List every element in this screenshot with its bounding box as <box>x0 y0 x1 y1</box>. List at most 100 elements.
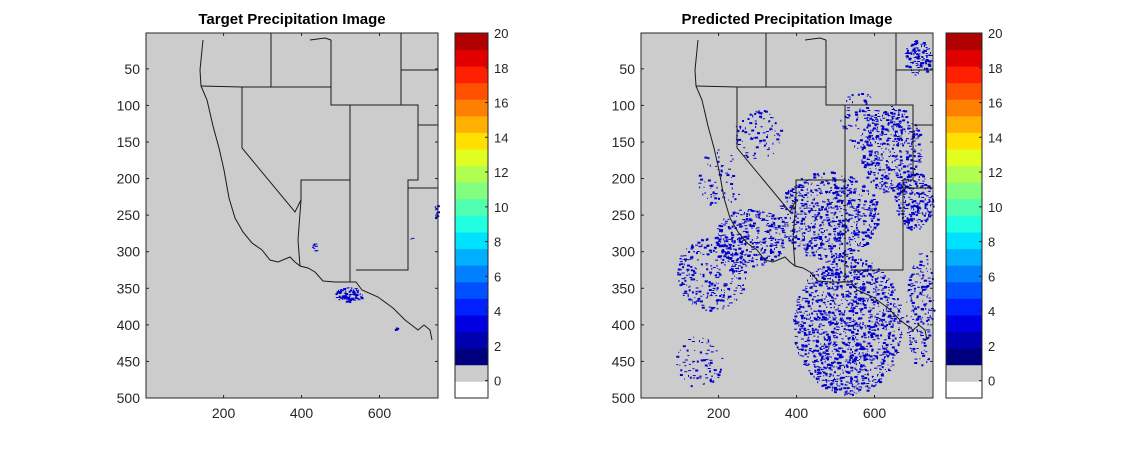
precip-pixel <box>866 383 870 384</box>
precip-pixel <box>881 148 883 150</box>
precip-pixel <box>701 238 703 241</box>
precip-pixel <box>738 239 741 242</box>
precip-pixel <box>732 264 734 266</box>
precip-pixel <box>932 309 936 312</box>
x-tick-label: 400 <box>785 405 809 421</box>
precip-pixel <box>893 317 897 320</box>
precip-pixel <box>871 275 874 278</box>
precip-pixel <box>925 220 928 223</box>
precip-pixel <box>923 286 926 287</box>
precip-pixel <box>795 192 798 194</box>
precip-pixel <box>755 110 757 113</box>
precip-pixel <box>824 282 828 285</box>
precip-pixel <box>816 277 818 279</box>
precip-pixel <box>888 161 889 163</box>
precip-pixel <box>745 154 748 157</box>
precip-pixel <box>866 95 868 97</box>
precip-pixel <box>697 241 701 244</box>
precip-pixel <box>728 199 730 201</box>
precip-pixel <box>916 295 919 298</box>
precip-pixel <box>842 127 845 129</box>
precip-pixel <box>683 277 685 280</box>
precip-pixel <box>817 329 820 331</box>
precip-pixel <box>335 292 338 295</box>
precip-pixel <box>855 276 857 278</box>
precip-pixel <box>756 236 758 238</box>
precip-pixel <box>853 232 857 235</box>
precip-pixel <box>800 315 803 317</box>
precip-pixel <box>716 308 719 310</box>
precip-pixel <box>705 359 709 361</box>
precip-pixel <box>828 321 831 324</box>
precip-pixel <box>912 150 915 153</box>
precip-pixel <box>871 220 874 222</box>
precip-pixel <box>851 376 853 379</box>
precip-pixel <box>806 245 810 247</box>
precip-pixel <box>836 238 838 241</box>
precip-pixel <box>724 251 726 254</box>
precip-pixel <box>796 213 800 215</box>
precip-pixel <box>815 344 817 346</box>
precip-pixel <box>868 192 869 195</box>
precip-pixel <box>818 305 821 308</box>
precip-pixel <box>853 291 857 293</box>
precip-pixel <box>751 258 754 260</box>
precip-pixel <box>735 253 738 256</box>
precip-pixel <box>888 337 890 340</box>
precip-pixel <box>927 262 929 265</box>
precip-pixel <box>889 122 892 124</box>
precip-pixel <box>700 352 702 354</box>
precip-pixel <box>732 175 736 177</box>
precip-pixel <box>892 323 894 326</box>
precip-pixel <box>820 282 824 284</box>
precip-pixel <box>911 191 914 194</box>
precip-pixel <box>810 189 813 191</box>
precip-pixel <box>800 222 804 225</box>
precip-pixel <box>873 115 875 117</box>
precip-pixel <box>814 202 816 205</box>
precip-pixel <box>800 228 803 230</box>
precip-pixel <box>688 273 690 276</box>
precip-pixel <box>893 134 897 137</box>
precip-pixel <box>904 178 907 180</box>
precip-pixel <box>774 134 776 136</box>
precip-pixel <box>360 296 363 298</box>
precip-pixel <box>796 184 798 186</box>
precip-pixel <box>842 295 844 298</box>
precip-pixel <box>866 236 869 238</box>
precip-pixel <box>829 295 833 297</box>
precip-pixel <box>832 297 834 300</box>
precip-pixel <box>798 195 802 197</box>
precip-pixel <box>919 63 922 66</box>
precip-pixel <box>851 330 854 333</box>
precip-pixel <box>830 171 834 174</box>
precip-pixel <box>868 265 872 267</box>
precip-pixel <box>735 262 737 264</box>
precip-pixel <box>800 240 802 242</box>
precip-pixel <box>913 180 916 182</box>
precip-pixel <box>915 145 917 147</box>
precip-pixel <box>807 337 809 339</box>
precip-pixel <box>911 190 913 192</box>
precip-pixel <box>871 302 875 304</box>
colorbar-segment <box>455 198 488 216</box>
precip-pixel <box>806 356 809 358</box>
precip-pixel <box>929 329 931 331</box>
precip-pixel <box>342 298 344 300</box>
precip-pixel <box>827 364 830 366</box>
precip-pixel <box>813 174 815 177</box>
precip-pixel <box>825 241 829 243</box>
precip-pixel <box>857 236 860 238</box>
precip-pixel <box>834 183 836 186</box>
precip-pixel <box>756 229 760 232</box>
colorbar-tick-label: 16 <box>988 96 1002 111</box>
precip-pixel <box>827 182 830 184</box>
precip-pixel <box>917 306 920 309</box>
precip-pixel <box>841 313 845 316</box>
precip-pixel <box>924 50 927 52</box>
precip-pixel <box>725 240 729 243</box>
precip-pixel <box>751 238 753 241</box>
precip-pixel <box>848 114 851 117</box>
precip-pixel <box>859 288 863 291</box>
precip-pixel <box>850 226 853 227</box>
